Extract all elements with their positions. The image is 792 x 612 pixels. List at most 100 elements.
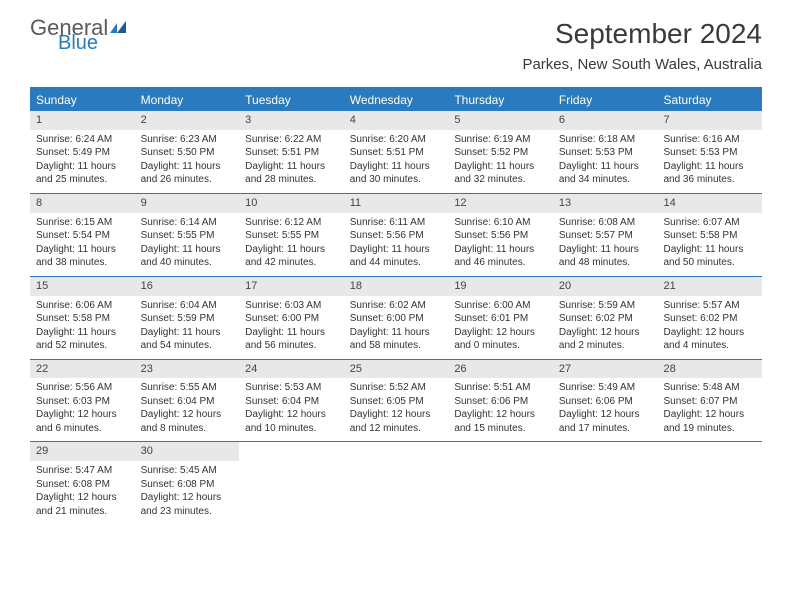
sunrise-line: Sunrise: 6:19 AM: [454, 133, 547, 147]
dow-cell: Thursday: [448, 89, 553, 111]
day-body: Sunrise: 6:19 AMSunset: 5:52 PMDaylight:…: [448, 130, 553, 193]
day-body: Sunrise: 5:45 AMSunset: 6:08 PMDaylight:…: [135, 461, 240, 524]
day-body: Sunrise: 6:18 AMSunset: 5:53 PMDaylight:…: [553, 130, 658, 193]
sunrise-line: Sunrise: 6:16 AM: [663, 133, 756, 147]
day-cell-empty: [553, 442, 658, 524]
day-body: Sunrise: 6:22 AMSunset: 5:51 PMDaylight:…: [239, 130, 344, 193]
day-body: Sunrise: 6:23 AMSunset: 5:50 PMDaylight:…: [135, 130, 240, 193]
daylight-line: Daylight: 11 hours and 32 minutes.: [454, 160, 547, 187]
day-cell: 30Sunrise: 5:45 AMSunset: 6:08 PMDayligh…: [135, 442, 240, 524]
day-body: Sunrise: 6:08 AMSunset: 5:57 PMDaylight:…: [553, 213, 658, 276]
day-body: Sunrise: 6:14 AMSunset: 5:55 PMDaylight:…: [135, 213, 240, 276]
day-body: Sunrise: 6:11 AMSunset: 5:56 PMDaylight:…: [344, 213, 449, 276]
sunrise-line: Sunrise: 5:53 AM: [245, 381, 338, 395]
sunset-line: Sunset: 6:04 PM: [245, 395, 338, 409]
day-body: Sunrise: 6:02 AMSunset: 6:00 PMDaylight:…: [344, 296, 449, 359]
daylight-line: Daylight: 12 hours and 21 minutes.: [36, 491, 129, 518]
sunrise-line: Sunrise: 6:02 AM: [350, 299, 443, 313]
sunrise-line: Sunrise: 6:23 AM: [141, 133, 234, 147]
day-cell: 26Sunrise: 5:51 AMSunset: 6:06 PMDayligh…: [448, 360, 553, 442]
day-body: Sunrise: 6:07 AMSunset: 5:58 PMDaylight:…: [657, 213, 762, 276]
day-cell: 24Sunrise: 5:53 AMSunset: 6:04 PMDayligh…: [239, 360, 344, 442]
sunrise-line: Sunrise: 5:52 AM: [350, 381, 443, 395]
day-body: Sunrise: 5:52 AMSunset: 6:05 PMDaylight:…: [344, 378, 449, 441]
day-cell-empty: [344, 442, 449, 524]
day-body: Sunrise: 5:48 AMSunset: 6:07 PMDaylight:…: [657, 378, 762, 441]
daylight-line: Daylight: 12 hours and 12 minutes.: [350, 408, 443, 435]
day-cell: 10Sunrise: 6:12 AMSunset: 5:55 PMDayligh…: [239, 194, 344, 276]
daylight-line: Daylight: 11 hours and 48 minutes.: [559, 243, 652, 270]
daylight-line: Daylight: 11 hours and 40 minutes.: [141, 243, 234, 270]
day-body: Sunrise: 6:04 AMSunset: 5:59 PMDaylight:…: [135, 296, 240, 359]
daylight-line: Daylight: 12 hours and 19 minutes.: [663, 408, 756, 435]
day-cell: 20Sunrise: 5:59 AMSunset: 6:02 PMDayligh…: [553, 277, 658, 359]
day-number: 23: [135, 360, 240, 379]
sunset-line: Sunset: 5:54 PM: [36, 229, 129, 243]
day-number: 7: [657, 111, 762, 130]
calendar-grid: SundayMondayTuesdayWednesdayThursdayFrid…: [30, 87, 762, 524]
daylight-line: Daylight: 11 hours and 54 minutes.: [141, 326, 234, 353]
daylight-line: Daylight: 11 hours and 50 minutes.: [663, 243, 756, 270]
daylight-line: Daylight: 12 hours and 0 minutes.: [454, 326, 547, 353]
day-cell: 29Sunrise: 5:47 AMSunset: 6:08 PMDayligh…: [30, 442, 135, 524]
daylight-line: Daylight: 11 hours and 26 minutes.: [141, 160, 234, 187]
day-body: Sunrise: 6:12 AMSunset: 5:55 PMDaylight:…: [239, 213, 344, 276]
daylight-line: Daylight: 12 hours and 2 minutes.: [559, 326, 652, 353]
week-row: 15Sunrise: 6:06 AMSunset: 5:58 PMDayligh…: [30, 277, 762, 360]
day-body: Sunrise: 6:03 AMSunset: 6:00 PMDaylight:…: [239, 296, 344, 359]
day-cell: 22Sunrise: 5:56 AMSunset: 6:03 PMDayligh…: [30, 360, 135, 442]
sunrise-line: Sunrise: 6:12 AM: [245, 216, 338, 230]
day-number: 10: [239, 194, 344, 213]
day-number: 18: [344, 277, 449, 296]
day-cell: 8Sunrise: 6:15 AMSunset: 5:54 PMDaylight…: [30, 194, 135, 276]
sunset-line: Sunset: 5:58 PM: [663, 229, 756, 243]
day-body: Sunrise: 5:47 AMSunset: 6:08 PMDaylight:…: [30, 461, 135, 524]
day-body: Sunrise: 5:53 AMSunset: 6:04 PMDaylight:…: [239, 378, 344, 441]
day-number: 16: [135, 277, 240, 296]
sunset-line: Sunset: 5:56 PM: [454, 229, 547, 243]
sunset-line: Sunset: 6:01 PM: [454, 312, 547, 326]
location-text: Parkes, New South Wales, Australia: [522, 56, 762, 73]
sunset-line: Sunset: 5:53 PM: [663, 146, 756, 160]
day-body: Sunrise: 6:06 AMSunset: 5:58 PMDaylight:…: [30, 296, 135, 359]
sunrise-line: Sunrise: 6:00 AM: [454, 299, 547, 313]
brand-blue: Blue: [58, 34, 158, 52]
sunrise-line: Sunrise: 6:06 AM: [36, 299, 129, 313]
day-number: 24: [239, 360, 344, 379]
day-number: 1: [30, 111, 135, 130]
sunrise-line: Sunrise: 6:07 AM: [663, 216, 756, 230]
sunrise-line: Sunrise: 6:15 AM: [36, 216, 129, 230]
sunset-line: Sunset: 6:02 PM: [663, 312, 756, 326]
day-cell: 11Sunrise: 6:11 AMSunset: 5:56 PMDayligh…: [344, 194, 449, 276]
sunrise-line: Sunrise: 6:24 AM: [36, 133, 129, 147]
header: General Blue September 2024 Parkes, New …: [0, 0, 792, 79]
day-cell: 12Sunrise: 6:10 AMSunset: 5:56 PMDayligh…: [448, 194, 553, 276]
sunrise-line: Sunrise: 6:03 AM: [245, 299, 338, 313]
daylight-line: Daylight: 12 hours and 15 minutes.: [454, 408, 547, 435]
day-cell: 4Sunrise: 6:20 AMSunset: 5:51 PMDaylight…: [344, 111, 449, 193]
sunset-line: Sunset: 6:04 PM: [141, 395, 234, 409]
sunset-line: Sunset: 6:02 PM: [559, 312, 652, 326]
week-row: 22Sunrise: 5:56 AMSunset: 6:03 PMDayligh…: [30, 360, 762, 443]
brand-logo: General Blue: [30, 18, 130, 56]
day-cell: 19Sunrise: 6:00 AMSunset: 6:01 PMDayligh…: [448, 277, 553, 359]
day-number: 27: [553, 360, 658, 379]
dow-cell: Saturday: [657, 89, 762, 111]
day-cell: 9Sunrise: 6:14 AMSunset: 5:55 PMDaylight…: [135, 194, 240, 276]
sunset-line: Sunset: 6:07 PM: [663, 395, 756, 409]
day-cell: 7Sunrise: 6:16 AMSunset: 5:53 PMDaylight…: [657, 111, 762, 193]
day-number: 28: [657, 360, 762, 379]
sunset-line: Sunset: 6:06 PM: [454, 395, 547, 409]
dow-cell: Sunday: [30, 89, 135, 111]
day-number: 8: [30, 194, 135, 213]
day-number: 2: [135, 111, 240, 130]
day-number: 6: [553, 111, 658, 130]
day-body: Sunrise: 6:24 AMSunset: 5:49 PMDaylight:…: [30, 130, 135, 193]
day-number: 3: [239, 111, 344, 130]
day-cell: 15Sunrise: 6:06 AMSunset: 5:58 PMDayligh…: [30, 277, 135, 359]
day-cell: 25Sunrise: 5:52 AMSunset: 6:05 PMDayligh…: [344, 360, 449, 442]
daylight-line: Daylight: 12 hours and 23 minutes.: [141, 491, 234, 518]
day-body: Sunrise: 5:59 AMSunset: 6:02 PMDaylight:…: [553, 296, 658, 359]
day-cell: 23Sunrise: 5:55 AMSunset: 6:04 PMDayligh…: [135, 360, 240, 442]
sunset-line: Sunset: 5:49 PM: [36, 146, 129, 160]
